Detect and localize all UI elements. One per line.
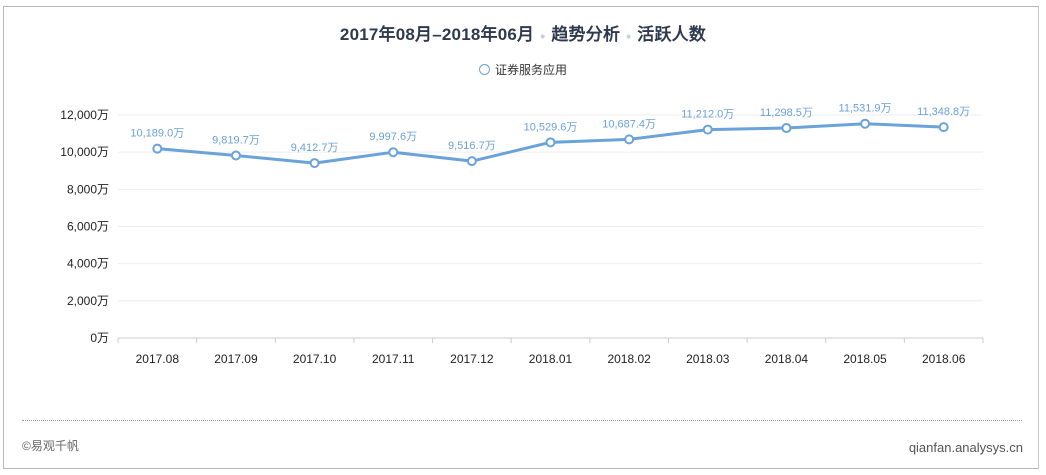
y-tick-label: 2,000万 — [67, 294, 109, 308]
data-point-marker — [388, 147, 399, 158]
data-label: 10,687.4万 — [602, 118, 656, 130]
footer-site-link[interactable]: qianfan.analysys.cn — [908, 440, 1023, 455]
x-tick-label: 2018.02 — [607, 352, 651, 366]
data-label: 11,531.9万 — [839, 103, 892, 115]
x-tick-label: 2018.03 — [686, 352, 730, 366]
legend-label: 证券服务应用 — [494, 63, 567, 77]
title-separator: • — [626, 27, 632, 44]
x-tick-label: 2018.04 — [765, 352, 809, 366]
chart-title: 2017年08月–2018年06月 • 趋势分析 • 活跃人数 — [0, 20, 1046, 45]
data-label: 11,298.5万 — [760, 107, 813, 119]
y-tick-label: 4,000万 — [67, 257, 109, 271]
legend[interactable]: 证券服务应用 — [0, 61, 1046, 78]
x-tick-label: 2018.06 — [922, 352, 966, 366]
data-point-marker — [702, 124, 713, 135]
data-point-marker — [309, 158, 320, 169]
data-label: 11,212.0万 — [681, 109, 734, 121]
x-tick-label: 2017.12 — [450, 352, 494, 366]
y-tick-label: 0万 — [90, 331, 109, 345]
data-label: 9,516.7万 — [448, 140, 496, 152]
chart-frame — [3, 6, 1039, 469]
data-label: 10,189.0万 — [130, 128, 184, 140]
data-label: 10,529.6万 — [524, 121, 578, 133]
legend-circle-icon — [478, 64, 490, 75]
x-tick-label: 2017.11 — [372, 352, 415, 366]
title-date-range: 2017年08月–2018年06月 — [339, 25, 535, 44]
data-point-marker — [781, 123, 792, 134]
data-point-marker — [938, 122, 949, 133]
y-tick-label: 12,000万 — [60, 108, 109, 122]
y-tick-label: 8,000万 — [67, 182, 109, 196]
title-analysis: 趋势分析 — [551, 25, 621, 44]
data-point-marker — [624, 134, 635, 145]
y-tick-label: 6,000万 — [67, 220, 109, 234]
y-tick-label: 10,000万 — [60, 145, 109, 159]
data-point-marker — [545, 137, 556, 148]
data-point-marker — [230, 150, 241, 161]
data-point-marker — [152, 143, 163, 154]
data-point-marker — [860, 118, 871, 129]
data-label: 9,997.6万 — [369, 131, 417, 143]
footer-copyright: ©易观千帆 — [22, 439, 79, 453]
x-tick-label: 2017.09 — [214, 352, 258, 366]
data-label: 11,348.8万 — [917, 106, 970, 118]
x-tick-label: 2017.10 — [293, 352, 337, 366]
x-tick-label: 2018.01 — [529, 352, 573, 366]
data-label: 9,412.7万 — [291, 142, 339, 154]
x-tick-label: 2018.05 — [843, 352, 887, 366]
data-point-marker — [466, 156, 477, 167]
x-tick-label: 2017.08 — [136, 352, 180, 366]
footer-divider — [22, 420, 1022, 421]
data-label: 9,819.7万 — [212, 135, 260, 147]
title-separator: • — [540, 27, 546, 44]
title-metric: 活跃人数 — [637, 25, 707, 44]
